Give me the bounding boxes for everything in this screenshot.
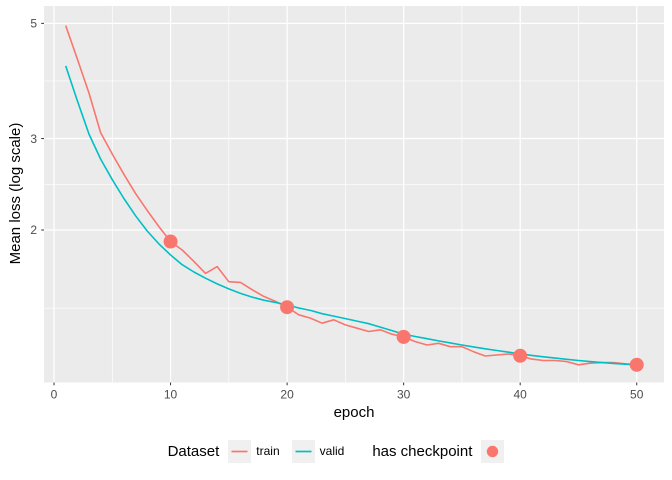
legend-label-valid: valid xyxy=(319,444,345,458)
svg-text:40: 40 xyxy=(514,388,528,402)
x-tick-labels: 0 10 20 30 40 50 xyxy=(51,388,644,402)
svg-text:50: 50 xyxy=(630,388,644,402)
valid-line xyxy=(64,65,637,366)
checkpoint-point xyxy=(513,348,528,363)
svg-text:20: 20 xyxy=(280,388,294,402)
svg-text:30: 30 xyxy=(397,388,411,402)
legend-item-train: train xyxy=(228,439,280,463)
svg-text:3: 3 xyxy=(30,132,37,146)
y-tick-labels: 5 3 2 xyxy=(30,17,37,238)
x-axis-title: epoch xyxy=(333,404,375,421)
major-gridlines xyxy=(44,6,664,383)
train-line-key-icon xyxy=(228,439,252,463)
legend-item-checkpoint xyxy=(481,439,505,463)
y-axis-title: Mean loss (log scale) xyxy=(7,122,24,265)
legend: Dataset train valid has checkpoint xyxy=(0,437,672,465)
legend-checkpoint-title: has checkpoint xyxy=(372,442,473,460)
valid-line-key-icon xyxy=(291,439,315,463)
svg-text:0: 0 xyxy=(51,388,58,402)
minor-gridlines xyxy=(44,6,664,383)
svg-text:2: 2 xyxy=(30,223,37,237)
legend-dataset-title: Dataset xyxy=(167,442,220,460)
legend-item-valid: valid xyxy=(291,439,345,463)
checkpoint-point xyxy=(396,329,411,344)
svg-text:5: 5 xyxy=(30,17,37,31)
checkpoint-point xyxy=(163,234,178,249)
checkpoint-dot-key-icon xyxy=(481,439,505,463)
train-line xyxy=(64,25,637,366)
svg-text:10: 10 xyxy=(164,388,178,402)
checkpoint-point xyxy=(629,357,644,372)
checkpoint-points xyxy=(163,234,644,372)
axis-ticks xyxy=(41,22,638,386)
legend-label-train: train xyxy=(256,444,280,458)
checkpoint-point xyxy=(280,300,295,315)
